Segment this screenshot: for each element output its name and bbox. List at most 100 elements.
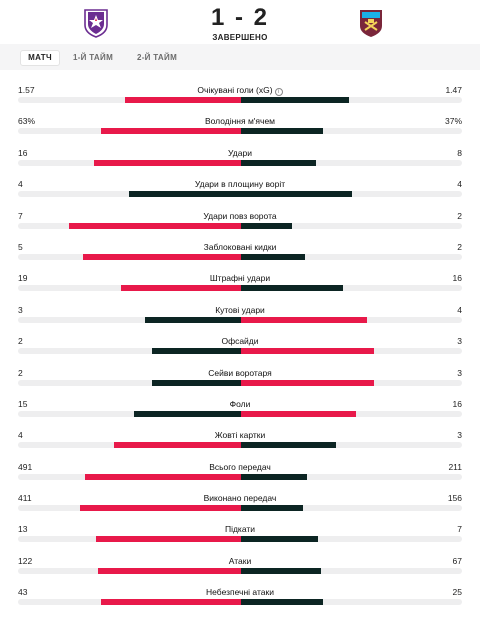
- stat-home-bar: [83, 253, 241, 260]
- stat-away-value: 25: [452, 587, 462, 598]
- stat-away-value: 37%: [444, 116, 462, 127]
- stat-away-value: 16: [452, 273, 462, 284]
- stat-home-bar-track: [18, 410, 241, 417]
- stat-label-text: Атаки: [228, 555, 252, 566]
- stat-away-bar: [241, 253, 305, 260]
- stat-home-bar: [145, 316, 241, 323]
- stat-label: Підкати: [0, 524, 480, 534]
- info-icon[interactable]: i: [274, 88, 283, 96]
- stat-away-value: 8: [457, 147, 462, 158]
- stat-home-bar: [101, 128, 241, 135]
- stat-home-value: 4: [18, 430, 23, 441]
- stat-row: 4 Удари в площину воріт 4: [0, 174, 480, 205]
- stats-list: 1.57 Очікувані голи (xG) i 1.47 63% Володіння…: [0, 80, 480, 614]
- stat-home-bar-track: [18, 567, 241, 574]
- stat-label-text: Штрафні удари: [209, 273, 271, 284]
- stat-away-value: 211: [448, 461, 462, 472]
- stat-away-bar: [241, 348, 374, 355]
- stat-home-value: 16: [18, 147, 28, 158]
- tab-match[interactable]: МАТЧ: [20, 50, 60, 66]
- stat-home-bar-track: [18, 222, 241, 229]
- stat-home-bar-track: [18, 253, 241, 260]
- stat-home-value: 2: [18, 367, 23, 378]
- stat-label: Сейви воротаря: [0, 368, 480, 378]
- stat-away-bar-track: [241, 316, 462, 323]
- stat-away-bar: [241, 473, 307, 480]
- stat-label-text: Офсайди: [221, 336, 259, 347]
- stat-away-value: 156: [447, 493, 462, 504]
- stat-away-bar-track: [241, 159, 462, 166]
- stat-label: Офсайди: [0, 336, 480, 346]
- stat-label-text: Очікувані голи (xG): [197, 85, 273, 95]
- stat-label: Атаки: [0, 556, 480, 566]
- stat-home-bar-track: [18, 191, 241, 198]
- stat-row: 3 Кутові удари 4: [0, 300, 480, 331]
- stat-label: Володіння м'ячем: [0, 116, 480, 126]
- stat-home-value: 1.57: [18, 85, 35, 95]
- stat-home-value: 43: [18, 587, 28, 598]
- stat-away-value: 67: [452, 555, 462, 566]
- stat-label: Всього передач: [0, 462, 480, 472]
- stat-row: 122 Атаки 67: [0, 551, 480, 582]
- stat-away-bar-track: [241, 97, 462, 103]
- stat-away-bar: [241, 599, 323, 606]
- stat-label-text: Виконано передач: [203, 493, 277, 504]
- stat-away-bar: [241, 159, 316, 166]
- stat-away-bar-track: [241, 191, 462, 198]
- tab-first-half[interactable]: 1-Й ТАЙМ: [72, 53, 114, 62]
- stat-away-bar: [241, 536, 318, 543]
- stat-row: 2 Офсайди 3: [0, 331, 480, 362]
- stat-away-bar-track: [241, 442, 462, 449]
- west-ham-crest-icon[interactable]: [357, 8, 385, 38]
- stat-home-value: 5: [18, 241, 23, 252]
- stat-label: Удари: [0, 148, 480, 158]
- stat-away-bar: [241, 191, 352, 198]
- stat-away-bar-track: [241, 536, 462, 543]
- stat-home-bar: [129, 191, 241, 198]
- match-header: 1 - 2 ЗАВЕРШЕНО: [0, 0, 480, 44]
- stat-away-value: 7: [457, 524, 462, 535]
- stat-row: 411 Виконано передач 156: [0, 488, 480, 519]
- stat-home-bar: [94, 159, 241, 166]
- stat-away-bar-track: [241, 348, 462, 355]
- stat-home-bar: [101, 599, 241, 606]
- stat-away-bar-track: [241, 379, 462, 386]
- stat-label: Виконано передач: [0, 493, 480, 503]
- stat-row: 16 Удари 8: [0, 143, 480, 174]
- stat-away-value: 16: [452, 398, 462, 409]
- stat-home-bar: [152, 348, 241, 355]
- stat-label: Заблоковані кидки: [0, 242, 480, 252]
- stat-home-value: 411: [18, 493, 32, 504]
- stat-home-bar: [125, 97, 241, 103]
- stat-away-bar-track: [241, 505, 462, 512]
- stat-row: 5 Заблоковані кидки 2: [0, 237, 480, 268]
- stat-away-value: 2: [457, 210, 462, 221]
- stat-home-value: 3: [18, 304, 23, 315]
- stat-home-bar: [114, 442, 241, 449]
- stat-home-bar-track: [18, 599, 241, 606]
- stat-away-bar: [241, 379, 374, 386]
- stat-home-bar-track: [18, 97, 241, 103]
- stat-home-bar: [152, 379, 241, 386]
- stat-home-bar-track: [18, 379, 241, 386]
- stat-row: 15 Фоли 16: [0, 394, 480, 425]
- stat-label: Удари в площину воріт: [0, 179, 480, 189]
- stat-label: Кутові удари: [0, 305, 480, 315]
- stat-row: 63% Володіння м'ячем 37%: [0, 111, 480, 142]
- stat-home-bar-track: [18, 473, 241, 480]
- stat-label-text: Кутові удари: [215, 304, 265, 315]
- stat-away-bar: [241, 505, 303, 512]
- stat-home-value: 19: [18, 273, 28, 284]
- stat-away-bar: [241, 222, 292, 229]
- stat-home-bar-track: [18, 316, 241, 323]
- stat-row: 1.57 Очікувані голи (xG) i 1.47: [0, 80, 480, 111]
- stat-home-value: 7: [18, 210, 23, 221]
- stat-home-bar: [85, 473, 241, 480]
- stat-away-bar: [241, 128, 323, 135]
- stat-home-bar: [96, 536, 241, 543]
- stat-away-bar: [241, 567, 321, 574]
- stat-home-value: 491: [18, 461, 33, 472]
- stat-label-text: Удари повз ворота: [203, 210, 277, 221]
- fiorentina-crest-icon[interactable]: [82, 8, 110, 38]
- tab-second-half[interactable]: 2-Й ТАЙМ: [136, 53, 178, 62]
